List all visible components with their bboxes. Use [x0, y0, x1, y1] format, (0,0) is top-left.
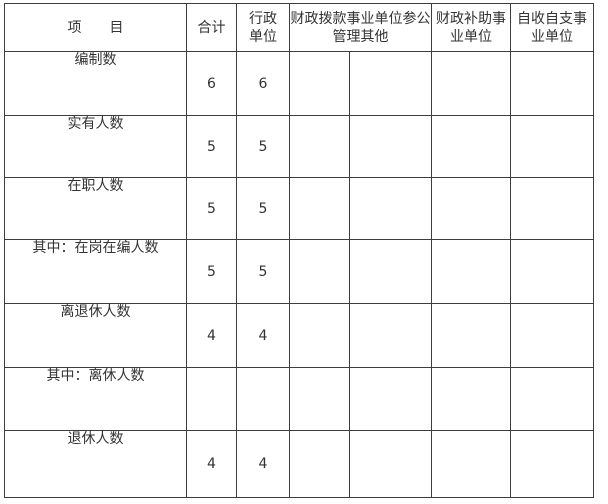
header-row: 项 目 合计 行政 单位 财政拨款事业单位参公 管理其他 财政补助事 业单位 自… — [4, 3, 594, 52]
cell-total: 5 — [186, 115, 237, 178]
cell-alloc-b — [349, 303, 432, 368]
table-row: 其中：离休人数 — [4, 367, 594, 431]
col-header-self-support-line2: 业单位 — [531, 28, 573, 45]
cell-subsidy — [431, 51, 511, 116]
cell-alloc-b — [349, 115, 432, 178]
table-row: 退休人数 4 4 — [4, 430, 594, 498]
col-header-total: 合计 — [186, 3, 237, 52]
cell-alloc-a — [289, 430, 350, 498]
cell-total: 5 — [186, 239, 237, 304]
cell-admin: 5 — [236, 177, 290, 240]
col-header-admin-line2: 单位 — [249, 28, 277, 45]
staffing-table: 项 目 合计 行政 单位 财政拨款事业单位参公 管理其他 财政补助事 业单位 自… — [4, 3, 594, 498]
cell-total: 4 — [186, 430, 237, 498]
col-header-fiscal-alloc-line2: 管理其他 — [332, 28, 389, 45]
col-header-admin-line1: 行政 — [249, 10, 277, 27]
col-header-fiscal-alloc-line1: 财政拨款事业单位参公 — [290, 10, 431, 27]
row-label: 其中：在岗在编人数 — [4, 239, 187, 304]
cell-admin: 5 — [236, 239, 290, 304]
table-row: 实有人数 5 5 — [4, 115, 594, 178]
col-header-admin: 行政 单位 — [236, 3, 290, 52]
cell-self — [510, 367, 594, 431]
cell-alloc-b — [349, 430, 432, 498]
cell-admin: 4 — [236, 303, 290, 368]
cell-alloc-b — [349, 367, 432, 431]
cell-alloc-a — [289, 367, 350, 431]
cell-admin: 5 — [236, 115, 290, 178]
cell-self — [510, 430, 594, 498]
row-label: 其中：离休人数 — [4, 367, 187, 431]
col-header-fiscal-alloc: 财政拨款事业单位参公 管理其他 — [289, 3, 432, 52]
cell-alloc-a — [289, 303, 350, 368]
col-header-fiscal-subsidy-line1: 财政补助事 — [436, 10, 506, 27]
table-row: 在职人数 5 5 — [4, 177, 594, 240]
cell-alloc-b — [349, 51, 432, 116]
cell-subsidy — [431, 177, 511, 240]
row-label: 离退休人数 — [4, 303, 187, 368]
table-row: 编制数 6 6 — [4, 51, 594, 116]
cell-subsidy — [431, 115, 511, 178]
cell-alloc-a — [289, 51, 350, 116]
cell-total: 4 — [186, 303, 237, 368]
cell-alloc-b — [349, 177, 432, 240]
cell-total: 6 — [186, 51, 237, 116]
cell-subsidy — [431, 303, 511, 368]
table-row: 其中：在岗在编人数 5 5 — [4, 239, 594, 304]
col-header-self-support: 自收自支事 业单位 — [510, 3, 594, 52]
cell-self — [510, 115, 594, 178]
cell-subsidy — [431, 239, 511, 304]
col-header-self-support-line1: 自收自支事 — [517, 10, 587, 27]
col-header-fiscal-subsidy-line2: 业单位 — [450, 28, 492, 45]
cell-admin: 6 — [236, 51, 290, 116]
col-header-fiscal-subsidy: 财政补助事 业单位 — [431, 3, 511, 52]
cell-alloc-a — [289, 239, 350, 304]
row-label: 在职人数 — [4, 177, 187, 240]
cell-alloc-a — [289, 177, 350, 240]
row-label: 实有人数 — [4, 115, 187, 178]
table-row: 离退休人数 4 4 — [4, 303, 594, 368]
cell-self — [510, 51, 594, 116]
cell-subsidy — [431, 430, 511, 498]
cell-alloc-b — [349, 239, 432, 304]
row-label: 退休人数 — [4, 430, 187, 498]
col-header-item: 项 目 — [4, 3, 187, 52]
cell-subsidy — [431, 367, 511, 431]
cell-self — [510, 177, 594, 240]
cell-total — [186, 367, 237, 431]
cell-self — [510, 239, 594, 304]
row-label: 编制数 — [4, 51, 187, 116]
cell-alloc-a — [289, 115, 350, 178]
cell-admin — [236, 367, 290, 431]
cell-self — [510, 303, 594, 368]
cell-total: 5 — [186, 177, 237, 240]
cell-admin: 4 — [236, 430, 290, 498]
